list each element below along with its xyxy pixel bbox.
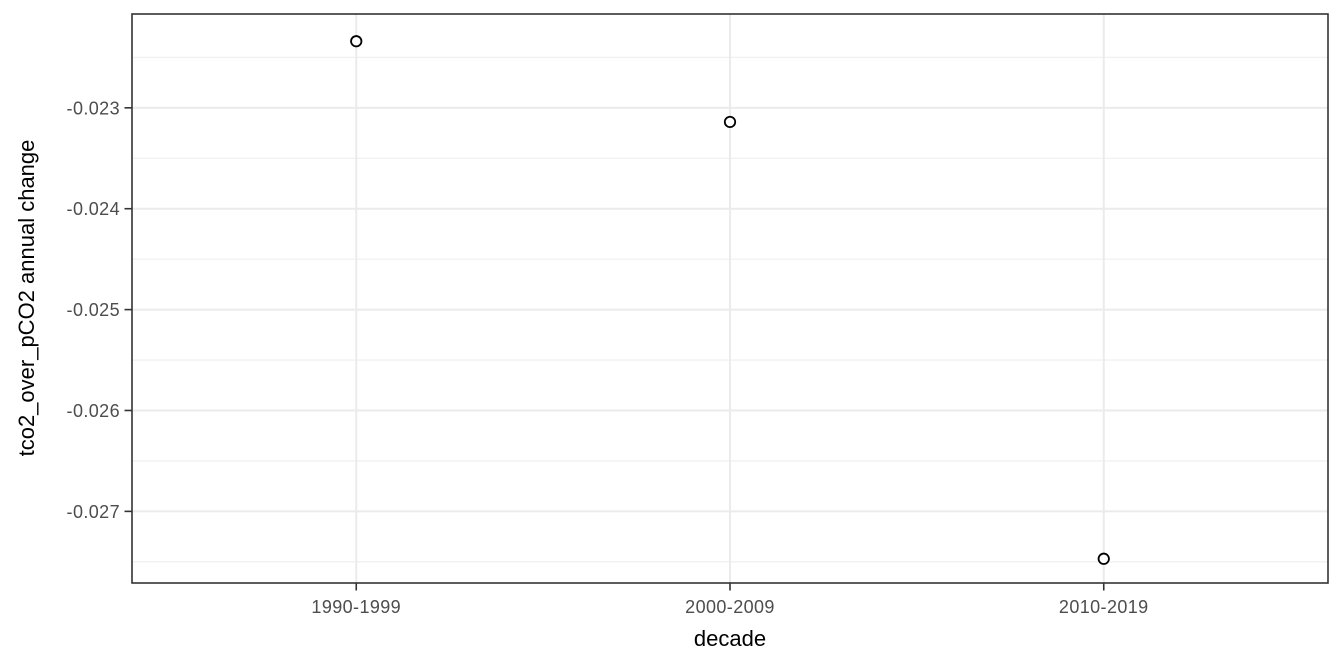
x-tick-label: 1990-1999 — [311, 597, 401, 617]
data-point-circle — [1097, 552, 1110, 565]
x-tick-label: 2000-2009 — [685, 597, 775, 617]
y-tick-label: -0.026 — [67, 401, 120, 421]
data-point-circle — [350, 35, 363, 48]
y-tick-label: -0.027 — [67, 502, 120, 522]
data-point-circle — [723, 115, 737, 129]
x-axis-title: decade — [693, 626, 767, 651]
y-axis-title: tco2_over_pCO2 annual change — [14, 139, 39, 457]
y-tick-label: -0.025 — [67, 300, 120, 320]
x-tick-label: 2010-2019 — [1059, 597, 1149, 617]
y-tick-label: -0.024 — [67, 199, 120, 219]
y-tick-label: -0.023 — [67, 98, 120, 118]
